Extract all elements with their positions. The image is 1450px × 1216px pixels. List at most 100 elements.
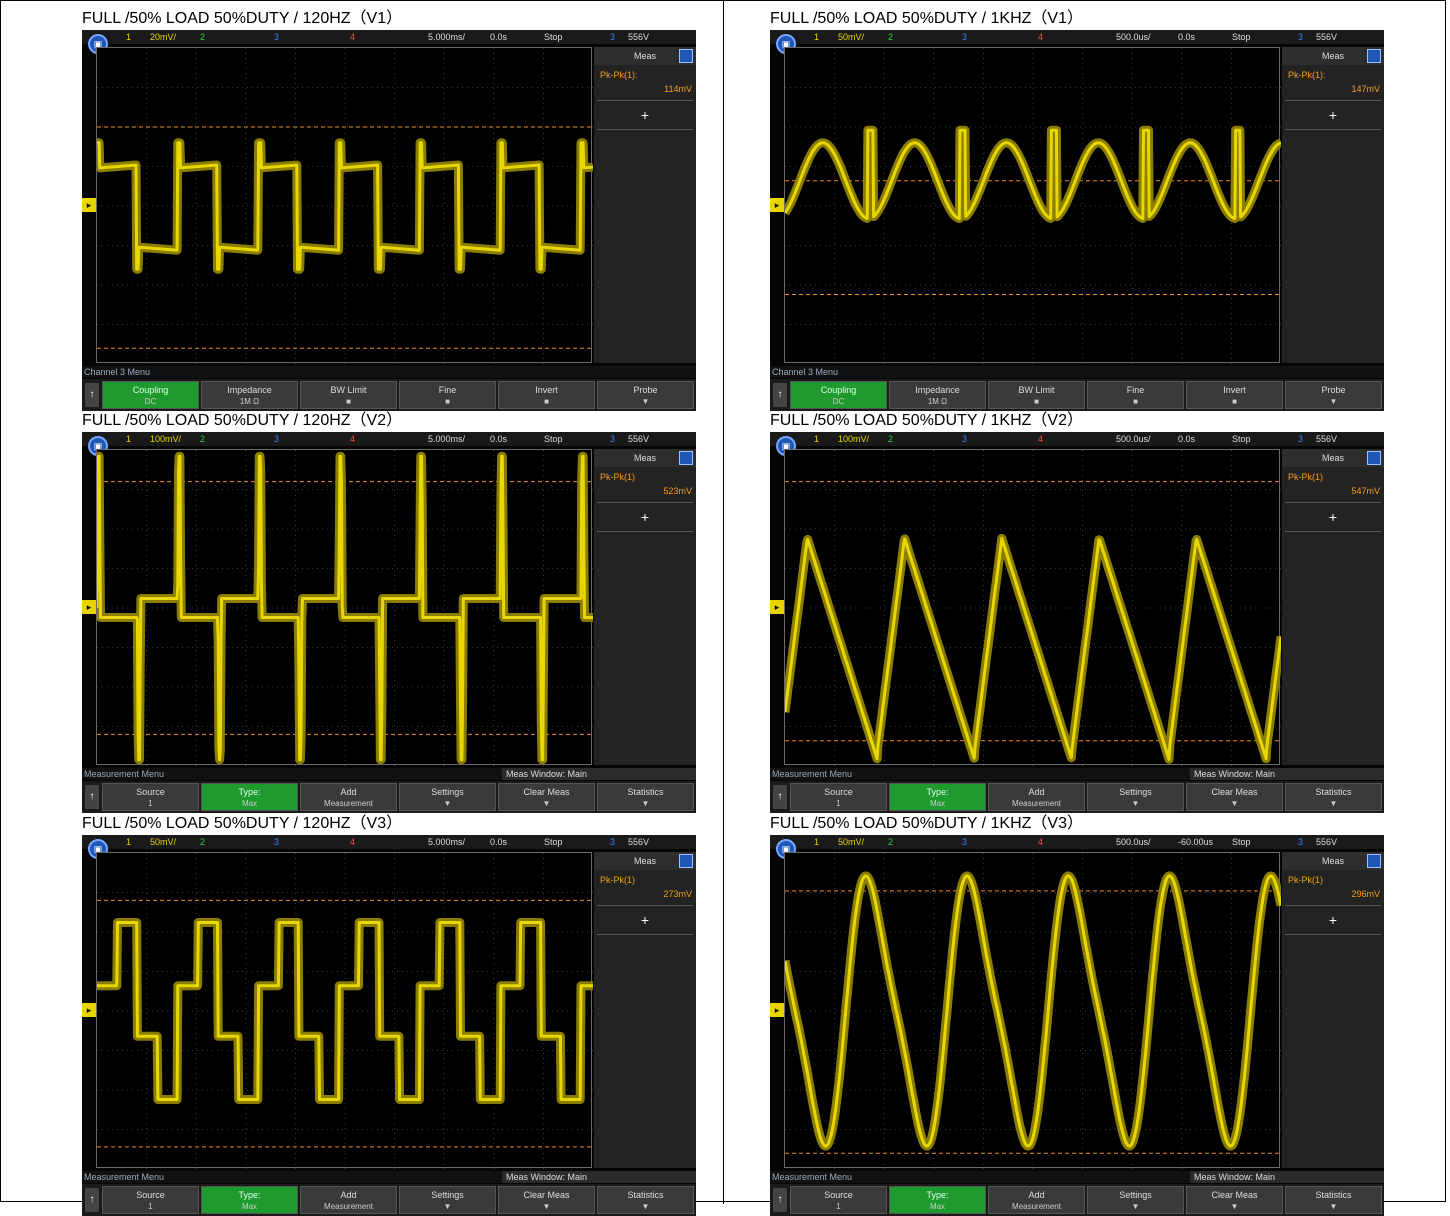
channel-4-label: 4 xyxy=(350,837,356,847)
volts-per-div: 50mV/ xyxy=(150,837,177,847)
ground-marker[interactable]: ▸ xyxy=(770,1003,784,1017)
meas-toggle-icon[interactable] xyxy=(1367,854,1381,868)
divider xyxy=(597,100,693,101)
meas-toggle-icon[interactable] xyxy=(1367,49,1381,63)
softkey[interactable]: Source 1 xyxy=(102,1186,199,1214)
softkey[interactable]: Probe ▼ xyxy=(1285,381,1382,409)
menu-title-bar: Channel 3 Menu xyxy=(82,366,696,378)
softkey-value: ▼ xyxy=(443,799,452,808)
waveform-trace xyxy=(97,921,593,1101)
divider xyxy=(597,129,693,130)
back-arrow-icon[interactable]: ↑ xyxy=(773,1188,787,1212)
add-measurement-icon[interactable]: + xyxy=(640,107,650,123)
softkey[interactable]: Clear Meas ▼ xyxy=(1186,1186,1283,1214)
softkey[interactable]: Clear Meas ▼ xyxy=(1186,783,1283,811)
time-per-div: 5.000ms/ xyxy=(428,32,466,42)
back-arrow-icon[interactable]: ↑ xyxy=(773,785,787,809)
softkey-label: Invert xyxy=(535,385,558,395)
meas-label: Pk-Pk(1) xyxy=(1288,875,1324,885)
ground-marker[interactable]: ▸ xyxy=(82,198,96,212)
softkey[interactable]: Statistics ▼ xyxy=(597,783,694,811)
softkey[interactable]: Coupling DC xyxy=(790,381,887,409)
softkey[interactable]: Settings ▼ xyxy=(399,783,496,811)
softkey[interactable]: Fine ■ xyxy=(399,381,496,409)
softkey[interactable]: Clear Meas ▼ xyxy=(498,1186,595,1214)
channel-1-label: 1 xyxy=(126,837,132,847)
softkey[interactable]: Invert ■ xyxy=(498,381,595,409)
time-per-div: 500.0us/ xyxy=(1116,837,1151,847)
meas-toggle-icon[interactable] xyxy=(679,451,693,465)
softkey-value: ▼ xyxy=(641,397,650,406)
add-measurement-icon[interactable]: + xyxy=(1328,912,1338,928)
meas-title: Meas xyxy=(1321,856,1344,866)
softkey[interactable]: Type: Max xyxy=(889,783,986,811)
oscilloscope-screen: 1 50mV/2 3 4 5.000ms/0.0s Stop 3 556V ▣ ▸ Meas Pk-P… xyxy=(82,835,696,1216)
softkey-label: Settings xyxy=(1119,787,1152,797)
divider xyxy=(1285,531,1381,532)
softkey-label: Invert xyxy=(1223,385,1246,395)
softkey-label: Add xyxy=(340,1190,357,1200)
channel-4-label: 4 xyxy=(1038,837,1044,847)
meas-toggle-icon[interactable] xyxy=(1367,451,1381,465)
softkey[interactable]: Clear Meas ▼ xyxy=(498,783,595,811)
softkey[interactable]: Impedance 1M Ω xyxy=(889,381,986,409)
softkey[interactable]: Add Measurement xyxy=(300,783,397,811)
softkey[interactable]: Statistics ▼ xyxy=(1285,783,1382,811)
back-arrow-icon[interactable]: ↑ xyxy=(85,1188,99,1212)
softkey[interactable]: Type: Max xyxy=(889,1186,986,1214)
channel-4-label: 4 xyxy=(1038,434,1044,444)
softkey[interactable]: Fine ■ xyxy=(1087,381,1184,409)
meas-label: Pk-Pk(1) xyxy=(600,875,636,885)
softkey-value: ▼ xyxy=(1230,799,1239,808)
softkey[interactable]: Source 1 xyxy=(790,783,887,811)
add-measurement-icon[interactable]: + xyxy=(640,509,650,525)
softkey-label: Type: xyxy=(926,787,949,797)
softkey[interactable]: Statistics ▼ xyxy=(1285,1186,1382,1214)
trigger-delay: 0.0s xyxy=(490,434,508,444)
softkey[interactable]: Source 1 xyxy=(102,783,199,811)
meas-toggle-icon[interactable] xyxy=(679,49,693,63)
softkey[interactable]: Add Measurement xyxy=(300,1186,397,1214)
softkey[interactable]: Type: Max xyxy=(201,1186,298,1214)
run-status: Stop xyxy=(1232,837,1251,847)
softkey[interactable]: Type: Max xyxy=(201,783,298,811)
softkey[interactable]: Settings ▼ xyxy=(1087,783,1184,811)
add-measurement-icon[interactable]: + xyxy=(1328,509,1338,525)
oscilloscope-screen: 1 100mV/2 3 4 5.000ms/0.0s Stop 3 556V ▣ ▸ Meas Pk-… xyxy=(82,432,696,813)
softkey[interactable]: Statistics ▼ xyxy=(597,1186,694,1214)
softkey[interactable]: Invert ■ xyxy=(1186,381,1283,409)
add-measurement-icon[interactable]: + xyxy=(640,912,650,928)
back-arrow-icon[interactable]: ↑ xyxy=(85,383,99,407)
softkey[interactable]: BW Limit ■ xyxy=(988,381,1085,409)
softkey[interactable]: Impedance 1M Ω xyxy=(201,381,298,409)
softkey[interactable]: Settings ▼ xyxy=(399,1186,496,1214)
softkey[interactable]: BW Limit ■ xyxy=(300,381,397,409)
ground-marker[interactable]: ▸ xyxy=(770,198,784,212)
trigger-channel: 3 xyxy=(610,32,616,42)
softkey[interactable]: Settings ▼ xyxy=(1087,1186,1184,1214)
run-status: Stop xyxy=(1232,32,1251,42)
softkey[interactable]: Add Measurement xyxy=(988,783,1085,811)
softkey[interactable]: Probe ▼ xyxy=(597,381,694,409)
ground-marker[interactable]: ▸ xyxy=(770,600,784,614)
divider xyxy=(1285,100,1381,101)
softkey-label: Type: xyxy=(926,1190,949,1200)
waveform-display xyxy=(784,852,1281,1169)
back-arrow-icon[interactable]: ↑ xyxy=(85,785,99,809)
back-arrow-icon[interactable]: ↑ xyxy=(773,383,787,407)
softkey[interactable]: Coupling DC xyxy=(102,381,199,409)
softkey-bar: ↑ Coupling DC Impedance 1M Ω BW Limit ■ Fine ■ In… xyxy=(770,379,1384,411)
time-per-div: 500.0us/ xyxy=(1116,32,1151,42)
ground-marker[interactable]: ▸ xyxy=(82,1003,96,1017)
softkey[interactable]: Add Measurement xyxy=(988,1186,1085,1214)
ground-marker[interactable]: ▸ xyxy=(82,600,96,614)
add-measurement-icon[interactable]: + xyxy=(1328,107,1338,123)
softkey-value: Measurement xyxy=(324,1202,373,1211)
meas-toggle-icon[interactable] xyxy=(679,854,693,868)
softkey-value: 1 xyxy=(836,799,841,808)
trigger-channel: 3 xyxy=(1298,434,1304,444)
channel-3-label: 3 xyxy=(274,32,280,42)
scope-panel: FULL /50% LOAD 50%DUTY / 120HZ（V2） 1 100mV… xyxy=(82,410,702,813)
softkey-value: Measurement xyxy=(1012,799,1061,808)
softkey[interactable]: Source 1 xyxy=(790,1186,887,1214)
